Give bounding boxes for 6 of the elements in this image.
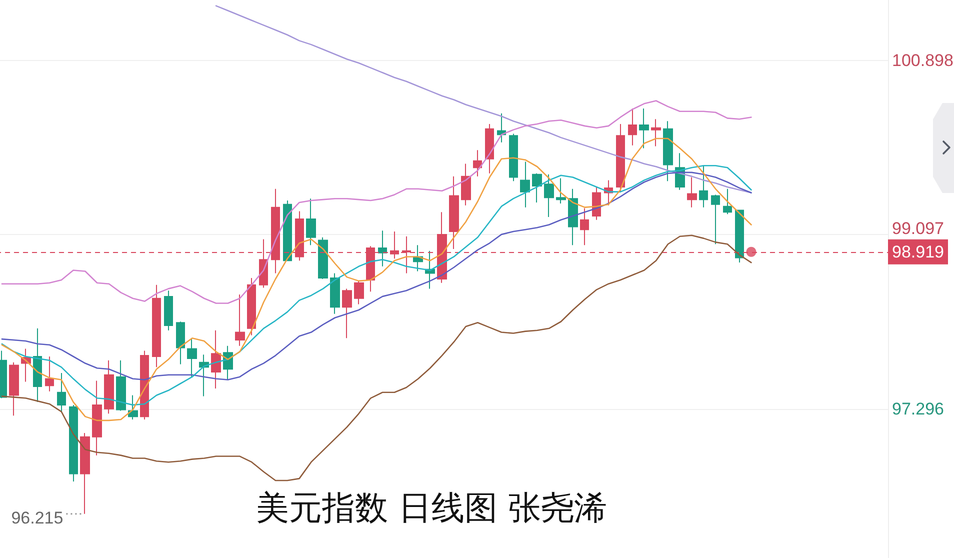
text: 美元指数 日线图 张尧浠	[256, 488, 607, 527]
ref-line-label: 98.919	[892, 242, 944, 262]
y-tick-label: 100.898	[892, 50, 954, 70]
annotation: 96.215	[11, 508, 64, 528]
y-tick-label: 97.296	[892, 400, 944, 419]
y-tick-label: 99.097	[892, 219, 944, 238]
